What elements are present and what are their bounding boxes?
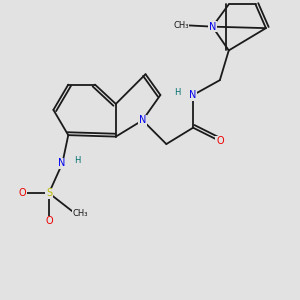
Text: CH₃: CH₃ <box>72 209 88 218</box>
Text: N: N <box>189 90 197 100</box>
Text: O: O <box>216 136 224 146</box>
Text: N: N <box>209 22 216 32</box>
Text: CH₃: CH₃ <box>173 21 189 30</box>
Text: H: H <box>175 88 181 97</box>
Text: O: O <box>45 216 53 226</box>
Text: S: S <box>46 188 52 198</box>
Text: O: O <box>18 188 26 198</box>
Text: N: N <box>139 115 146 125</box>
Text: N: N <box>58 158 65 168</box>
Text: H: H <box>74 157 80 166</box>
